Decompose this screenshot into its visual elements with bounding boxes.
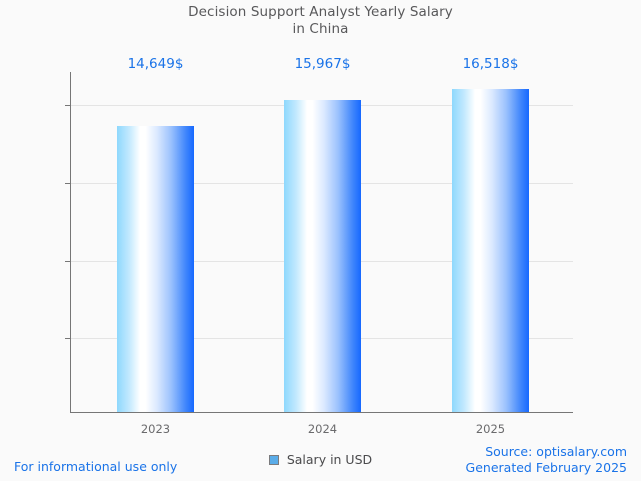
chart-title-line-2: in China [292, 21, 349, 37]
legend-swatch-icon [268, 454, 279, 465]
bar-value-label-2024: 15,967$ [294, 56, 351, 72]
y-tick-mark-16000 [65, 105, 70, 106]
y-axis-spine [70, 72, 71, 413]
plot-area: 16000 12000 8000 4000 2023 2024 2025 [65, 72, 573, 436]
x-tick-label-2024: 2024 [307, 422, 338, 436]
bar-value-label-2023: 14,649$ [127, 56, 184, 72]
chart-legend: Salary in USD [0, 452, 641, 467]
x-axis-spine [70, 412, 573, 413]
y-tick-mark-4000 [65, 338, 70, 339]
chart-title-line-1: Decision Support Analyst Yearly Salary [188, 4, 453, 20]
footer-generated-date: Generated February 2025 [465, 460, 627, 475]
footer-disclaimer: For informational use only [14, 459, 178, 474]
bar-2023[interactable] [117, 126, 194, 412]
x-tick-label-2023: 2023 [140, 422, 171, 436]
y-tick-mark-8000 [65, 261, 70, 262]
x-tick-label-2025: 2025 [475, 422, 506, 436]
bar-2024[interactable] [284, 100, 361, 412]
footer-source-block: Source: optisalary.com Generated Februar… [466, 444, 627, 476]
bar-value-label-2025: 16,518$ [462, 56, 519, 72]
chart-title: Decision Support Analyst Yearly Salary i… [0, 4, 641, 38]
bar-2025[interactable] [452, 89, 529, 412]
legend-item-label[interactable]: Salary in USD [286, 452, 373, 467]
y-tick-mark-12000 [65, 183, 70, 184]
footer-source[interactable]: Source: optisalary.com [485, 444, 627, 459]
